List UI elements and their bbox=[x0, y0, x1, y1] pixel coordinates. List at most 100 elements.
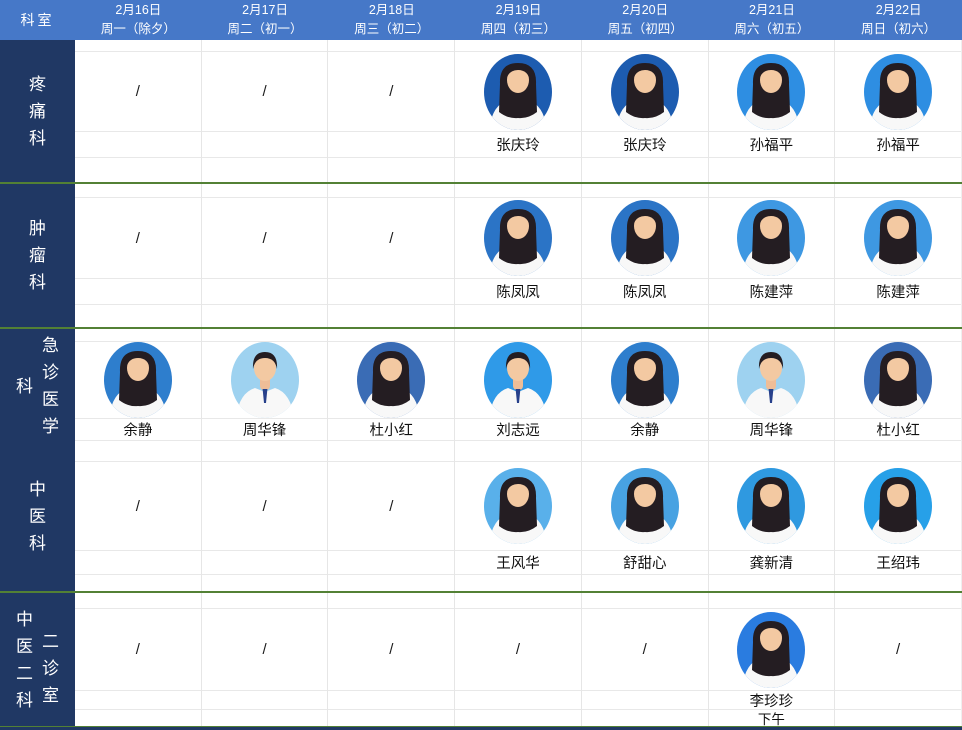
cell-footer bbox=[582, 575, 708, 591]
cell-footer bbox=[202, 575, 328, 591]
cell-spacer bbox=[835, 329, 961, 342]
label-char: 科 bbox=[29, 534, 46, 553]
cell-footer bbox=[709, 158, 835, 182]
doctor-name-row: 刘志远 bbox=[455, 418, 581, 441]
cell-spacer bbox=[201, 442, 328, 462]
empty-cell: / bbox=[75, 40, 202, 182]
cell-spacer bbox=[75, 442, 201, 462]
photo-area bbox=[835, 462, 961, 550]
day-weekday: 周六（初五） bbox=[734, 21, 810, 36]
day-date: 2月19日 bbox=[495, 3, 542, 17]
doctor-name: 张庆玲 bbox=[496, 138, 540, 154]
label-char: 医 bbox=[29, 507, 46, 526]
cell-spacer bbox=[835, 593, 961, 609]
doctor-name-row bbox=[328, 278, 455, 305]
photo-area: / bbox=[75, 462, 201, 550]
photo-area bbox=[835, 52, 961, 131]
no-duty-slash: / bbox=[135, 497, 140, 515]
doctor-name-row bbox=[75, 690, 201, 710]
doctor-cell: 李珍珍 下午 bbox=[708, 593, 836, 727]
doctor-name-row: 张庆玲 bbox=[581, 131, 708, 158]
doctor-photo bbox=[737, 53, 806, 130]
day-weekday: 周一（除夕） bbox=[100, 21, 176, 36]
doctor-name-row bbox=[328, 690, 455, 710]
cell-spacer bbox=[75, 593, 201, 609]
doctor-name-row bbox=[201, 131, 328, 158]
cell-footer bbox=[202, 158, 328, 182]
doctor-name: 周华锋 bbox=[242, 423, 287, 439]
cell-spacer bbox=[455, 329, 581, 342]
label-char: 疼 bbox=[29, 74, 46, 94]
label-char: 学 bbox=[42, 417, 59, 436]
day-date: 2月20日 bbox=[622, 3, 669, 17]
doctor-name: 杜小红 bbox=[876, 423, 920, 439]
department-row-1: 疼痛科 / / / 张庆玲 张庆玲 孙福平 孙福平 bbox=[0, 40, 962, 182]
shift-note: 下午 bbox=[757, 712, 785, 727]
department-label-column: 急诊医学 bbox=[42, 337, 59, 435]
doctor-photo bbox=[864, 200, 933, 276]
schedule-body: 疼痛科 / / / 张庆玲 张庆玲 孙福平 孙福平肿瘤科 / / / 陈凤凤 陈凤凤 陈建萍 陈建萍科急诊医… bbox=[0, 40, 962, 730]
empty-cell: / bbox=[328, 593, 456, 726]
doctor-photo bbox=[737, 611, 806, 688]
doctor-cell: 周华锋 bbox=[201, 329, 329, 443]
doctor-cell: 周华锋 bbox=[708, 329, 836, 443]
photo-area bbox=[582, 198, 708, 278]
department-row-4: 中医科 / / / 王风华 舒甜心 龚新清 王绍玮 bbox=[0, 442, 962, 591]
label-char: 诊 bbox=[42, 659, 59, 678]
photo-area: / bbox=[202, 462, 328, 550]
doctor-name-row: 李珍珍 bbox=[708, 690, 835, 710]
no-duty-slash: / bbox=[262, 83, 267, 100]
doctor-name: 孙福平 bbox=[876, 138, 920, 154]
label-char: 瘤 bbox=[29, 246, 46, 265]
day-date: 2月21日 bbox=[748, 3, 795, 17]
label-char: 室 bbox=[42, 686, 59, 705]
cell-footer bbox=[202, 710, 328, 726]
no-duty-slash: / bbox=[389, 641, 394, 658]
photo-area: / bbox=[328, 609, 454, 690]
row-divider bbox=[0, 591, 962, 593]
doctor-name-row: 孙福平 bbox=[708, 131, 835, 158]
photo-area bbox=[835, 342, 961, 418]
doctor-name: 陈凤凤 bbox=[622, 285, 667, 301]
photo-area: / bbox=[328, 198, 454, 278]
photo-area: / bbox=[75, 52, 201, 131]
department-label-column: 二诊室 bbox=[42, 633, 59, 704]
cell-footer bbox=[709, 305, 835, 327]
no-duty-slash: / bbox=[262, 497, 267, 515]
doctor-cell: 刘志远 bbox=[455, 329, 582, 443]
doctor-name-row: 陈凤凤 bbox=[455, 278, 581, 305]
no-duty-slash: / bbox=[515, 641, 521, 658]
doctor-photo bbox=[357, 342, 426, 418]
cell-spacer bbox=[455, 40, 581, 52]
no-duty-slash: / bbox=[262, 229, 267, 247]
cell-spacer bbox=[835, 184, 961, 198]
cell-footer bbox=[709, 575, 835, 591]
photo-area bbox=[455, 198, 581, 278]
cell-spacer bbox=[708, 184, 835, 198]
doctor-photo bbox=[864, 468, 933, 544]
photo-area: / bbox=[202, 609, 328, 690]
cell-footer bbox=[75, 575, 201, 591]
doctor-name-row bbox=[201, 278, 328, 305]
doctor-photo bbox=[483, 342, 552, 418]
doctor-name-row: 龚新清 bbox=[708, 550, 835, 575]
doctor-cell: 陈凤凤 bbox=[455, 184, 582, 327]
doctor-name-row bbox=[455, 690, 581, 710]
doctor-cell: 王绍玮 bbox=[835, 442, 962, 591]
doctor-photo bbox=[737, 468, 806, 544]
doctor-cell: 孙福平 bbox=[708, 40, 836, 182]
cell-spacer bbox=[328, 329, 455, 342]
cell-footer bbox=[835, 305, 961, 327]
label-char: 医 bbox=[16, 636, 33, 656]
doctor-name: 陈建萍 bbox=[876, 285, 920, 301]
photo-area: / bbox=[455, 609, 581, 690]
cell-footer bbox=[75, 158, 201, 182]
doctor-name-row bbox=[328, 131, 455, 158]
cell-spacer bbox=[201, 40, 328, 52]
doctor-photo bbox=[483, 53, 552, 130]
cell-footer bbox=[328, 305, 454, 327]
cell-footer bbox=[328, 158, 454, 182]
empty-cell: / bbox=[835, 593, 962, 726]
label-char: 科 bbox=[16, 376, 33, 396]
doctor-cell: 龚新清 bbox=[708, 442, 836, 591]
